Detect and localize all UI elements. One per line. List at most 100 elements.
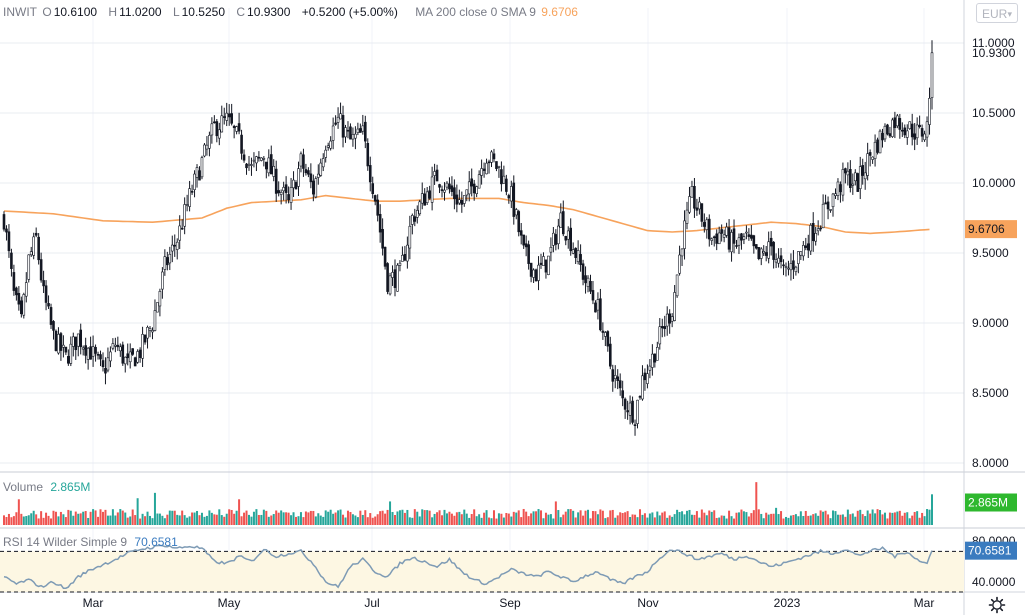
volume-bar bbox=[181, 510, 184, 525]
candle-body bbox=[920, 128, 924, 137]
candle-body bbox=[584, 275, 587, 284]
volume-bar bbox=[698, 517, 701, 525]
volume-bar bbox=[218, 509, 221, 525]
candle-body bbox=[126, 353, 130, 359]
candle-body bbox=[802, 245, 805, 257]
candle-body bbox=[29, 251, 33, 256]
candle-body bbox=[373, 195, 377, 202]
candle-body bbox=[361, 125, 365, 132]
ma-label[interactable]: MA 200 close 0 SMA 9 bbox=[415, 5, 536, 19]
candle-body bbox=[173, 244, 177, 247]
candle-body bbox=[616, 376, 620, 381]
gear-icon[interactable] bbox=[988, 596, 1006, 614]
last-price-label: 10.9300 bbox=[972, 46, 1016, 60]
chevron-down-icon: ▾ bbox=[1007, 9, 1012, 19]
volume-bar bbox=[836, 514, 839, 525]
candle-body bbox=[57, 333, 60, 354]
volume-label: Volume bbox=[3, 480, 44, 494]
candle-body bbox=[220, 115, 224, 133]
candle-body bbox=[732, 228, 736, 244]
candles-layer bbox=[2, 40, 934, 436]
volume-bar bbox=[82, 511, 85, 525]
volume-bar bbox=[153, 492, 156, 525]
candle-body bbox=[391, 272, 394, 278]
candle-body bbox=[237, 123, 241, 132]
candle-body bbox=[445, 182, 449, 188]
candle-body bbox=[688, 196, 691, 213]
candle-body bbox=[450, 185, 454, 192]
volume-bar bbox=[151, 518, 154, 525]
candle-body bbox=[821, 203, 825, 229]
candle-body bbox=[151, 330, 154, 333]
volume-bar bbox=[161, 515, 164, 525]
volume-bar bbox=[89, 511, 92, 525]
candle-body bbox=[302, 154, 305, 169]
candle-body bbox=[7, 231, 11, 252]
volume-bar bbox=[572, 510, 575, 525]
candle-body bbox=[730, 232, 733, 253]
volume-bar bbox=[240, 516, 243, 525]
candle-body bbox=[143, 334, 147, 343]
volume-bar bbox=[247, 514, 250, 525]
symbol-name[interactable]: INWIT bbox=[3, 5, 37, 19]
candle-body bbox=[831, 193, 835, 208]
candle-body bbox=[485, 162, 488, 175]
volume-bar bbox=[453, 515, 456, 525]
candle-body bbox=[255, 156, 258, 164]
volume-bar bbox=[265, 510, 268, 525]
rsi-pane-legend[interactable]: RSI 14 Wilder Simple 9 70.6581 bbox=[3, 535, 178, 549]
volume-pane-legend[interactable]: Volume 2.865M bbox=[3, 480, 90, 494]
candle-body bbox=[621, 390, 624, 399]
candle-body bbox=[470, 178, 474, 187]
volume-bars-layer bbox=[3, 482, 933, 525]
rsi-label: RSI 14 Wilder Simple 9 bbox=[3, 535, 128, 549]
volume-bar bbox=[322, 516, 325, 525]
candle-body bbox=[915, 124, 919, 139]
candle-body bbox=[198, 170, 201, 181]
volume-bar bbox=[309, 510, 312, 525]
volume-bar bbox=[205, 515, 208, 525]
candle-body bbox=[883, 125, 887, 140]
volume-bar bbox=[762, 518, 765, 525]
volume-bar bbox=[391, 511, 394, 525]
volume-bar bbox=[658, 515, 661, 525]
volume-bar bbox=[317, 513, 320, 525]
candle-body bbox=[94, 346, 97, 354]
candle-body bbox=[324, 149, 328, 158]
volume-bar bbox=[319, 515, 322, 525]
volume-bar bbox=[886, 518, 889, 525]
volume-bar bbox=[250, 516, 253, 525]
volume-bar bbox=[851, 513, 854, 525]
candle-body bbox=[15, 287, 18, 296]
volume-bar bbox=[688, 509, 691, 525]
candle-body bbox=[210, 123, 214, 136]
candle-body bbox=[549, 247, 553, 253]
volume-bar bbox=[255, 509, 258, 525]
volume-bar bbox=[297, 516, 300, 525]
volume-bar bbox=[334, 512, 337, 525]
candle-body bbox=[849, 169, 852, 188]
volume-bar bbox=[441, 515, 444, 525]
y-tick-label: 8.5000 bbox=[972, 386, 1009, 400]
volume-bar bbox=[114, 515, 117, 525]
volume-bar bbox=[663, 511, 666, 525]
candle-body bbox=[834, 193, 837, 196]
currency-selector[interactable]: EUR ▾ bbox=[976, 3, 1018, 23]
low-value: 10.5250 bbox=[181, 5, 226, 19]
candle-body bbox=[415, 210, 419, 218]
volume-bar bbox=[913, 511, 916, 525]
volume-bar bbox=[770, 513, 773, 525]
candle-body bbox=[547, 255, 550, 275]
volume-bar bbox=[656, 511, 659, 525]
volume-bar bbox=[760, 513, 763, 525]
candle-body bbox=[99, 354, 102, 360]
volume-bar bbox=[275, 510, 278, 525]
volume-bar bbox=[3, 515, 5, 525]
candle-body bbox=[814, 233, 817, 242]
candle-body bbox=[487, 161, 491, 164]
volume-bar bbox=[839, 514, 842, 525]
volume-bar bbox=[408, 517, 411, 525]
volume-bar bbox=[428, 510, 431, 525]
candle-body bbox=[581, 263, 585, 280]
